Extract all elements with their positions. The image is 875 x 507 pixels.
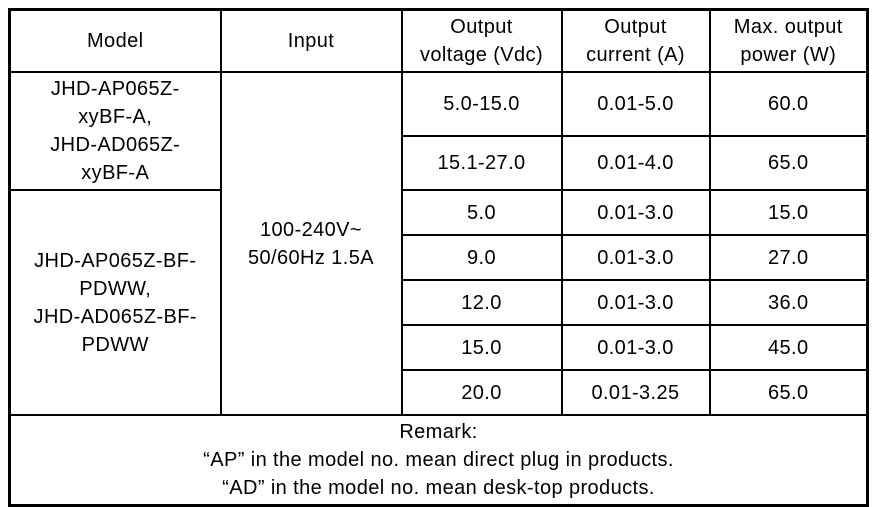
max-output-power-cell: 65.0 [708,134,869,192]
table-row: 12.0 0.01-3.0 36.0 [10,279,869,326]
remark-title: Remark: [399,421,478,443]
remark-row: Remark: “AP” in the model no. mean direc… [8,414,869,507]
remark-line-ap: “AP” in the model no. mean direct plug i… [203,449,674,471]
table-row: JHD-AP065Z-BF- PDWW, JHD-AD065Z-BF- PDWW… [8,189,869,416]
header-model: Model [8,8,222,73]
output-voltage-cell: 5.0 [400,189,563,236]
remark-line-ad: “AD” in the model no. mean desk-top prod… [222,477,655,499]
max-output-power-cell: 15.0 [708,189,869,236]
header-max-output-power: Max. output power (W) [708,8,869,73]
max-output-power-cell: 27.0 [708,234,869,281]
table-row: JHD-AP065Z- xyBF-A, JHD-AD065Z- xyBF-A 1… [8,71,869,416]
header-input: Input [219,8,403,73]
output-voltage-cell: 20.0 [400,369,563,416]
output-current-cell: 0.01-3.0 [560,189,711,236]
model-group-2-cell: JHD-AP065Z-BF- PDWW, JHD-AD065Z-BF- PDWW [8,189,222,416]
output-voltage-cell: 15.0 [400,324,563,371]
table-row: 20.0 0.01-3.25 65.0 [10,369,869,416]
table-row: 15.0 0.01-3.0 45.0 [10,324,869,371]
header-row: Model Input Output voltage (Vdc) Output … [8,8,869,73]
table-row: 15.1-27.0 0.01-4.0 65.0 [10,134,869,192]
output-current-cell: 0.01-3.0 [560,234,711,281]
output-voltage-cell: 5.0-15.0 [400,71,563,137]
max-output-power-cell: 36.0 [708,279,869,326]
output-current-cell: 0.01-3.0 [560,279,711,326]
remark-cell: Remark: “AP” in the model no. mean direc… [8,414,869,507]
header-output-voltage: Output voltage (Vdc) [400,8,563,73]
spec-sheet: Model Input Output voltage (Vdc) Output … [8,8,869,507]
output-voltage-cell: 12.0 [400,279,563,326]
output-current-cell: 0.01-5.0 [560,71,711,137]
output-current-cell: 0.01-3.0 [560,324,711,371]
table-row: 9.0 0.01-3.0 27.0 [10,234,869,281]
model-group-1-cell: JHD-AP065Z- xyBF-A, JHD-AD065Z- xyBF-A [8,71,222,191]
spec-table: Model Input Output voltage (Vdc) Output … [8,8,869,507]
header-output-current: Output current (A) [560,8,711,73]
output-voltage-cell: 15.1-27.0 [400,134,563,192]
max-output-power-cell: 60.0 [708,71,869,137]
max-output-power-cell: 45.0 [708,324,869,371]
output-current-cell: 0.01-3.25 [560,369,711,416]
max-output-power-cell: 65.0 [708,369,869,416]
input-spec-cell: 100-240V~ 50/60Hz 1.5A [219,71,403,416]
output-current-cell: 0.01-4.0 [560,134,711,192]
output-voltage-cell: 9.0 [400,234,563,281]
